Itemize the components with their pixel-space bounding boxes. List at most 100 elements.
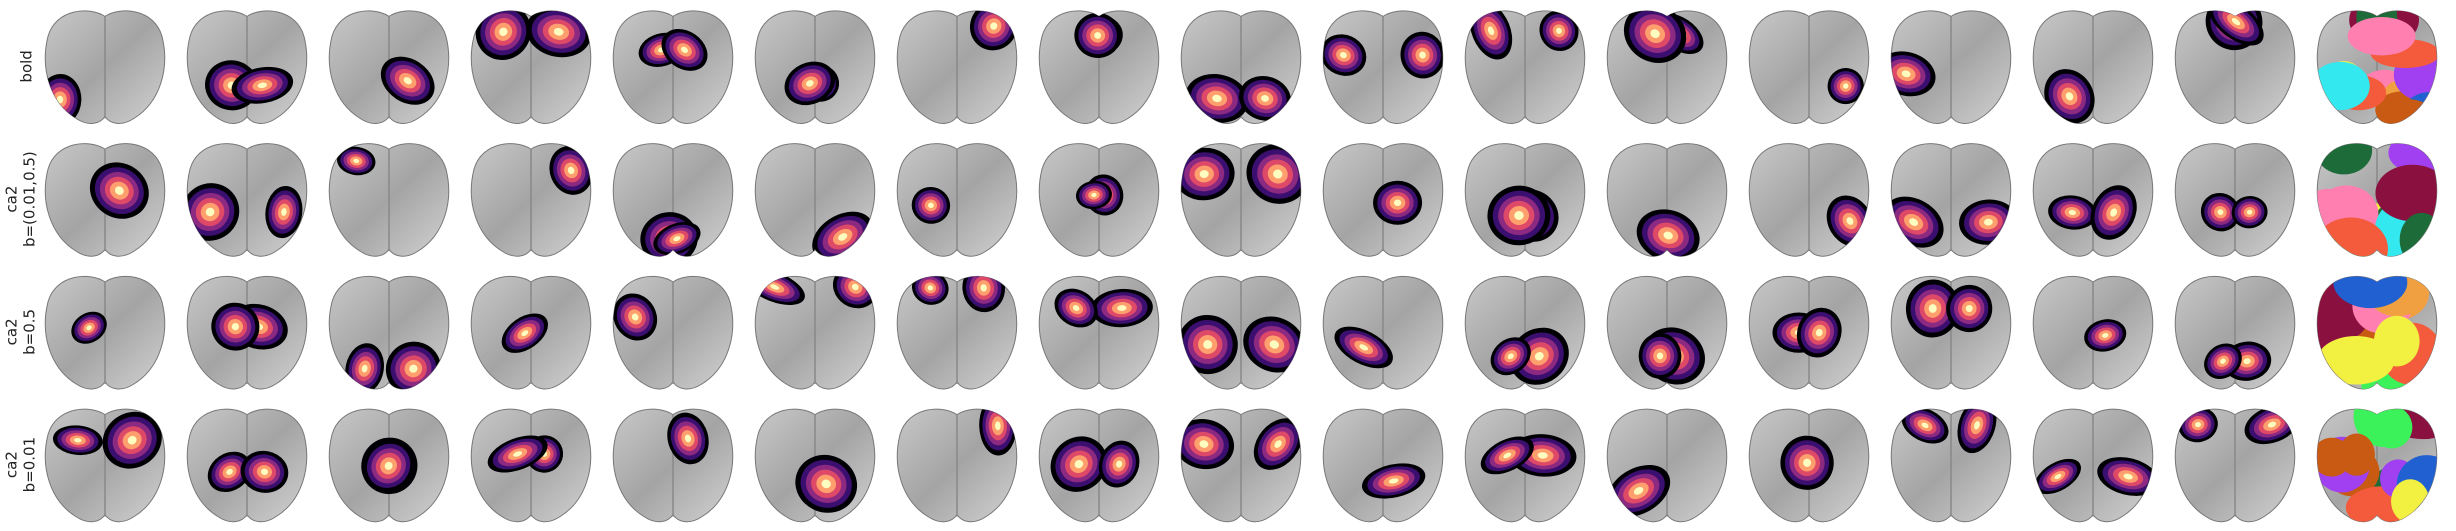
parcel <box>2317 217 2388 257</box>
brain-overlay <box>795 454 858 513</box>
activation <box>1503 452 1512 459</box>
parcel <box>2378 99 2436 124</box>
activation <box>821 479 831 489</box>
activation <box>1487 26 1495 36</box>
brain-map <box>44 408 166 523</box>
activation <box>2110 208 2118 217</box>
brain-map <box>612 275 734 390</box>
brain-map <box>1748 143 1870 257</box>
brain-overlay <box>1050 436 1140 492</box>
brain-overlay <box>1323 31 1443 79</box>
parcel <box>2375 164 2437 222</box>
activation <box>384 461 393 470</box>
brain-map <box>2174 275 2296 390</box>
row-label-line: b=0.5 <box>21 309 39 355</box>
activation <box>681 46 688 54</box>
activation <box>1983 218 1993 226</box>
brain-overlay <box>1487 185 1559 246</box>
activation <box>521 330 529 337</box>
row-label: ca2b=0.01 <box>3 437 39 493</box>
activation <box>513 451 523 457</box>
row-label-line: b=(0.01,0.5) <box>21 151 39 247</box>
parcel <box>2371 409 2413 449</box>
brain-overlay <box>2317 143 2437 257</box>
brain-overlay <box>1891 196 2011 248</box>
brain-map <box>896 408 1018 523</box>
activation <box>1842 83 1849 89</box>
brain-map <box>1606 143 1728 257</box>
brain-overlay <box>1361 463 1426 499</box>
activation <box>1650 29 1660 39</box>
activation <box>1965 304 1973 313</box>
brain-overlay <box>1181 144 1301 204</box>
activation <box>838 233 848 241</box>
activation <box>684 434 692 443</box>
activation <box>1633 486 1644 495</box>
row-label-line: ca2 <box>3 186 21 213</box>
activation <box>409 364 418 373</box>
brain-map <box>470 10 592 124</box>
brain-map <box>1748 10 1870 124</box>
activation <box>1909 218 1919 226</box>
brain-map <box>1606 408 1728 523</box>
activation <box>257 82 267 89</box>
brain-map <box>1180 10 1302 124</box>
brain-overlay <box>205 60 294 111</box>
brain-overlay <box>640 212 701 257</box>
activation <box>2246 209 2253 215</box>
activation <box>1203 340 1213 349</box>
brain-map <box>328 275 450 390</box>
brain-map <box>2032 408 2154 523</box>
activation <box>114 186 124 195</box>
brain-overlay <box>2084 319 2127 352</box>
brain-overlay <box>52 411 162 469</box>
brain-map <box>2032 10 2154 124</box>
brain-overlay <box>2034 457 2153 496</box>
activation <box>1514 211 1524 220</box>
brain-map <box>1038 275 1160 390</box>
brain-map <box>186 143 308 257</box>
brain-map <box>612 408 734 523</box>
brain-map <box>612 10 734 124</box>
brain-map <box>1038 143 1160 257</box>
brain-overlay <box>1181 314 1301 375</box>
brain-map <box>328 143 450 257</box>
brain-overlay <box>380 56 435 105</box>
activation <box>1273 169 1283 179</box>
brain-map <box>2316 10 2438 124</box>
brain-map <box>2316 408 2438 523</box>
activation <box>1901 70 1911 78</box>
activation <box>499 27 508 37</box>
activation <box>1928 304 1937 313</box>
brain-map <box>1322 10 1444 124</box>
row-label: ca2b=(0.01,0.5) <box>3 151 39 247</box>
activation <box>1094 32 1102 39</box>
brain-map <box>612 143 734 257</box>
activation <box>1359 344 1369 351</box>
activation <box>553 28 564 36</box>
activation <box>361 364 368 373</box>
brain-overlay <box>2317 409 2437 522</box>
activation <box>2065 92 2074 101</box>
activation <box>2243 358 2251 365</box>
row-label-line: ca2 <box>3 318 21 345</box>
activation <box>260 468 269 476</box>
row-label: ca2b=0.5 <box>3 309 39 355</box>
activation <box>990 22 998 30</box>
activation <box>673 236 681 242</box>
brain-map <box>1890 408 2012 523</box>
brain-overlay <box>784 61 840 106</box>
brain-overlay <box>1074 12 1123 58</box>
activation <box>1199 170 1209 178</box>
parcel <box>2317 143 2373 175</box>
activation <box>353 158 360 164</box>
activation <box>1507 353 1514 360</box>
brain-map <box>470 408 592 523</box>
brain-overlay <box>2048 185 2137 240</box>
activation <box>927 285 934 291</box>
brain-map <box>186 408 308 523</box>
brain-overlay <box>2204 341 2272 381</box>
brain-map <box>1606 10 1728 124</box>
activation <box>56 95 64 104</box>
